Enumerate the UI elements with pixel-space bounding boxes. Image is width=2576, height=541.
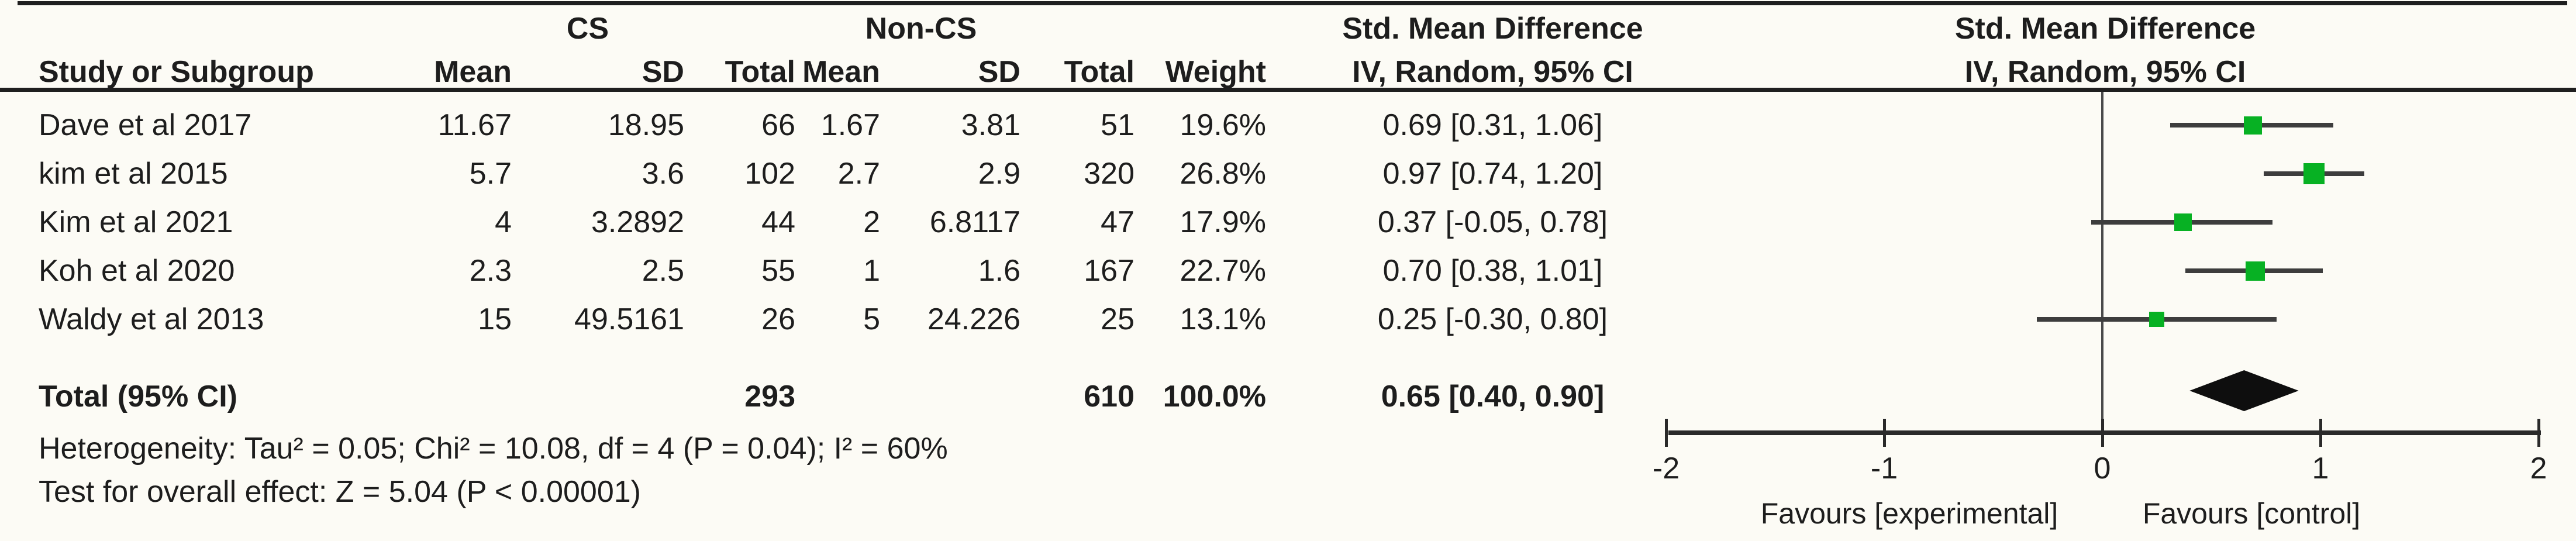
weight-cell: 26.8% [1180,157,1266,191]
ncs-sd-cell: 6.8117 [929,205,1020,239]
axis-tick-label: -2 [1652,452,1680,485]
study-cell: Dave et al 2017 [39,108,252,142]
effect-square-marker [2245,261,2265,281]
ncs-mean-cell: 5 [863,302,880,336]
axis-tick [2537,419,2540,447]
axis-label-favours-control: Favours [control] [2142,497,2361,530]
cs-sd-cell: 49.5161 [574,302,684,336]
axis-tick [2101,419,2104,447]
cs-mean-cell: 2.3 [469,254,512,288]
overall-effect-note: Test for overall effect: Z = 5.04 (P < 0… [39,475,641,509]
ncs-mean-cell: 2 [863,205,880,239]
axis-tick-label: 2 [2530,452,2547,485]
ncs-mean-cell: 2.7 [837,157,880,191]
axis-tick-label: 1 [2312,452,2329,485]
cs-sd-cell: 2.5 [642,254,684,288]
total-row-label: Total (95% CI) [39,380,237,413]
ncs-total-cell: 51 [1101,108,1134,142]
cs-total-cell: 102 [744,157,795,191]
total-row-cs-total: 293 [744,380,795,413]
axis-tick [1664,419,1668,447]
group-header-non-cs: Non-CS [865,12,977,46]
axis-label-favours-experimental: Favours [experimental] [1760,497,2058,530]
axis-tick [2319,419,2322,447]
cs-total-cell: 44 [761,205,795,239]
study-cell: Waldy et al 2013 [39,302,264,336]
axis-tick [1882,419,1886,447]
effect-square-marker [2174,213,2192,231]
col-header-ci-right: IV, Random, 95% CI [1964,55,2246,89]
cs-mean-cell: 11.67 [437,108,512,142]
col-header-ci-left: IV, Random, 95% CI [1352,55,1633,89]
ncs-sd-cell: 3.81 [961,108,1020,142]
ci-text-cell: 0.25 [-0.30, 0.80] [1377,302,1608,336]
ci-text-cell: 0.97 [0.74, 1.20] [1382,157,1603,191]
ci-text-cell: 0.69 [0.31, 1.06] [1382,108,1603,142]
ncs-total-cell: 320 [1084,157,1134,191]
cs-sd-cell: 18.95 [608,108,684,142]
col-header-weight: Weight [1165,55,1266,89]
cs-mean-cell: 15 [478,302,512,336]
x-axis-line [1668,430,2541,435]
total-row-ncs-total: 610 [1084,380,1134,413]
zero-reference-line [2101,92,2103,434]
axis-tick-label: -1 [1870,452,1898,485]
ci-text-cell: 0.37 [-0.05, 0.78] [1377,205,1608,239]
total-row-weight: 100.0% [1163,380,1266,413]
effect-square-marker [2243,116,2262,135]
weight-cell: 19.6% [1180,108,1266,142]
ncs-sd-cell: 1.6 [978,254,1020,288]
group-header-smd-left: Std. Mean Difference [1342,12,1643,46]
col-header-study: Study or Subgroup [39,55,314,89]
col-header-cs-sd: SD [642,55,684,89]
heterogeneity-note: Heterogeneity: Tau² = 0.05; Chi² = 10.08… [39,432,948,466]
effect-square-marker [2149,312,2165,327]
ci-text-cell: 0.70 [0.38, 1.01] [1382,254,1603,288]
col-header-ncs-sd: SD [978,55,1020,89]
header-rule [0,88,2576,92]
ncs-mean-cell: 1.67 [820,108,880,142]
ncs-sd-cell: 24.226 [927,302,1020,336]
effect-square-marker [2303,163,2325,184]
col-header-cs-total: Total [725,55,795,89]
ncs-mean-cell: 1 [863,254,880,288]
total-row-ci-text: 0.65 [0.40, 0.90] [1381,380,1605,413]
axis-tick-label: 0 [2094,452,2111,485]
cs-total-cell: 55 [761,254,795,288]
col-header-ncs-mean: Mean [802,55,880,89]
cs-mean-cell: 5.7 [469,157,512,191]
cs-sd-cell: 3.6 [642,157,684,191]
top-border-line [18,1,2567,5]
cs-total-cell: 66 [761,108,795,142]
weight-cell: 22.7% [1180,254,1266,288]
weight-cell: 13.1% [1180,302,1266,336]
study-cell: kim et al 2015 [39,157,228,191]
cs-mean-cell: 4 [495,205,512,239]
cs-total-cell: 26 [761,302,795,336]
group-header-smd-right: Std. Mean Difference [1954,12,2256,46]
study-cell: Kim et al 2021 [39,205,233,239]
ncs-total-cell: 47 [1101,205,1134,239]
weight-cell: 17.9% [1180,205,1266,239]
study-cell: Koh et al 2020 [39,254,235,288]
ncs-total-cell: 167 [1084,254,1134,288]
col-header-ncs-total: Total [1064,55,1134,89]
cs-sd-cell: 3.2892 [591,205,684,239]
ncs-sd-cell: 2.9 [978,157,1020,191]
summary-diamond [2189,370,2299,411]
col-header-cs-mean: Mean [434,55,512,89]
ncs-total-cell: 25 [1101,302,1134,336]
group-header-cs: CS [566,12,609,46]
